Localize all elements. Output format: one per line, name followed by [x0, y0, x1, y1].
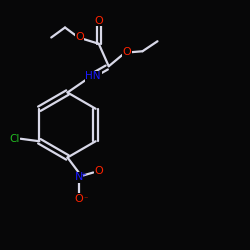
Text: +: + [80, 172, 86, 178]
Text: N: N [74, 172, 83, 182]
Text: O: O [122, 47, 131, 57]
Text: HN: HN [86, 71, 101, 81]
Text: O: O [74, 194, 83, 203]
Text: O: O [94, 166, 103, 175]
Text: Cl: Cl [9, 134, 20, 144]
Text: ⁻: ⁻ [84, 194, 88, 203]
Text: O: O [94, 16, 103, 26]
Text: O: O [75, 32, 84, 42]
